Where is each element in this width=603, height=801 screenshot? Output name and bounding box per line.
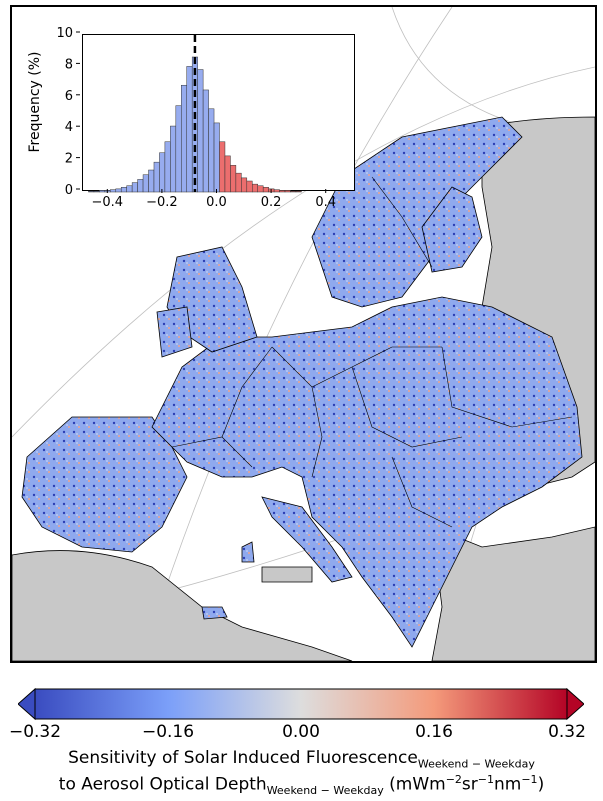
- histogram-bar: [110, 189, 117, 193]
- europe-sensitivity-field: [21, 116, 583, 648]
- colorbar-gradient: [34, 688, 568, 720]
- histogram-bar: [104, 190, 111, 193]
- histogram-bar: [284, 190, 291, 193]
- colorbar-label-line-1: Sensitivity of Solar Induced Fluorescenc…: [68, 748, 535, 771]
- histogram-bar: [181, 84, 187, 193]
- histogram-bar: [153, 161, 160, 193]
- histogram-inset: [82, 34, 355, 193]
- colorbar-extend-left: [18, 688, 36, 721]
- histogram-bar: [213, 122, 220, 193]
- histogram-bar: [202, 89, 209, 193]
- histogram-bar: [219, 141, 226, 193]
- histogram-bar: [159, 152, 166, 193]
- histogram-bar: [142, 174, 149, 193]
- histogram-bar: [186, 66, 193, 193]
- histogram-bar: [126, 185, 133, 193]
- histogram-bar: [131, 182, 138, 193]
- histogram-bar: [93, 190, 100, 193]
- histogram-bar: [257, 185, 264, 193]
- colorbar: [18, 688, 584, 728]
- europe-map-panel: −0.4 −0.2 0.0 0.2 0.4 0 2 4 6 8 10 Frequency (%): [10, 5, 597, 663]
- histogram-bar: [137, 179, 144, 193]
- colorbar-tick-label: 0.32: [548, 722, 586, 742]
- histogram-bar: [279, 190, 286, 193]
- histogram-bar: [290, 190, 297, 193]
- histogram-bar: [268, 188, 275, 193]
- histogram-bar: [262, 187, 269, 193]
- histogram-chart: [88, 35, 302, 193]
- histogram-bar: [99, 190, 106, 193]
- colorbar-tick-label: 0.16: [415, 722, 453, 742]
- histogram-bar: [164, 141, 171, 193]
- colorbar-tick-label: 0.00: [282, 722, 320, 742]
- histogram-bar: [241, 177, 248, 193]
- histogram-bar: [175, 105, 182, 193]
- colorbar-tick-label: −0.16: [141, 722, 195, 742]
- histogram-bar: [88, 190, 95, 193]
- histogram-bar: [230, 165, 237, 193]
- country-borders: [171, 176, 573, 528]
- histogram-bar: [208, 108, 215, 193]
- histogram-bar: [197, 69, 204, 193]
- histogram-bar: [235, 172, 242, 193]
- histogram-bar: [295, 190, 302, 193]
- colorbar-label-line-2: to Aerosol Optical DepthWeekend − Weekda…: [58, 773, 545, 798]
- histogram-bar: [273, 189, 280, 193]
- histogram-bar: [246, 180, 253, 193]
- histogram-bar: [148, 169, 155, 193]
- colorbar-tick-label: −0.32: [8, 722, 62, 742]
- histogram-bar: [252, 183, 258, 193]
- europe-map: [12, 7, 595, 661]
- histogram-bar: [170, 125, 177, 193]
- colorbar-graphic: [18, 688, 584, 721]
- colorbar-extend-right: [566, 688, 584, 721]
- histogram-bar: [115, 188, 122, 193]
- histogram-bar: [224, 155, 231, 193]
- histogram-bar: [120, 187, 127, 193]
